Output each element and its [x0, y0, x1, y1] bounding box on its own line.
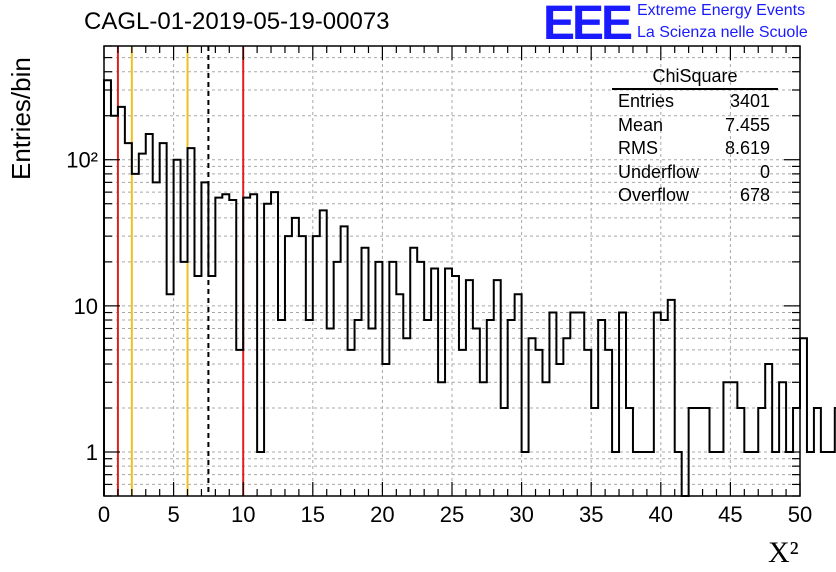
x-tick-label: 25	[440, 502, 464, 527]
histogram-step-line	[103, 79, 836, 497]
x-tick-label: 45	[718, 502, 742, 527]
eee-logo: EEE	[543, 0, 633, 50]
stats-value: 3401	[729, 91, 770, 111]
x-tick-label: 35	[579, 502, 603, 527]
histogram-series	[103, 79, 836, 497]
logo-text-line1: Extreme Energy Events	[637, 2, 806, 19]
stats-label: Underflow	[618, 161, 700, 182]
stats-row: Overflow 678	[612, 184, 778, 208]
x-axis-label: X²	[768, 536, 799, 569]
y-tick-label: 1	[86, 440, 98, 465]
x-tick-label: 50	[788, 502, 812, 527]
x-tick-label: 10	[231, 502, 255, 527]
y-axis: 1 10 10²	[66, 45, 800, 497]
stats-value: 7.455	[724, 114, 770, 135]
stats-label: Overflow	[618, 185, 690, 205]
stats-value: 0	[759, 161, 770, 182]
y-axis-label: Entries/bin	[6, 57, 36, 180]
chart-title: CAGL-01-2019-05-19-00073	[84, 8, 390, 35]
logo-text-line2: La Scienza nelle Scuole	[637, 24, 808, 41]
x-axis: 0 5 10 15 20 25 30 35 40 45 50	[98, 46, 812, 527]
stats-label: Entries	[618, 91, 675, 111]
stats-row: Underflow 0	[612, 161, 778, 185]
stats-label: RMS	[618, 138, 658, 158]
stats-title: ChiSquare	[612, 66, 778, 90]
stats-label: Mean	[618, 114, 664, 135]
stats-row: Mean 7.455	[612, 114, 778, 138]
x-tick-label: 20	[370, 502, 394, 527]
x-tick-label: 15	[301, 502, 325, 527]
stats-row: RMS 8.619	[612, 137, 778, 161]
y-tick-label: 10²	[66, 148, 98, 173]
reference-lines	[116, 46, 245, 496]
stats-value: 8.619	[724, 138, 770, 158]
stats-row: Entries 3401	[612, 90, 778, 114]
x-tick-label: 0	[98, 502, 110, 527]
x-tick-label: 5	[167, 502, 179, 527]
x-tick-label: 30	[509, 502, 533, 527]
x-tick-label: 40	[649, 502, 673, 527]
stats-value: 678	[739, 185, 770, 205]
stats-box: ChiSquare Entries 3401 Mean 7.455 RMS 8.619…	[612, 66, 778, 208]
y-tick-label: 10	[74, 294, 98, 319]
